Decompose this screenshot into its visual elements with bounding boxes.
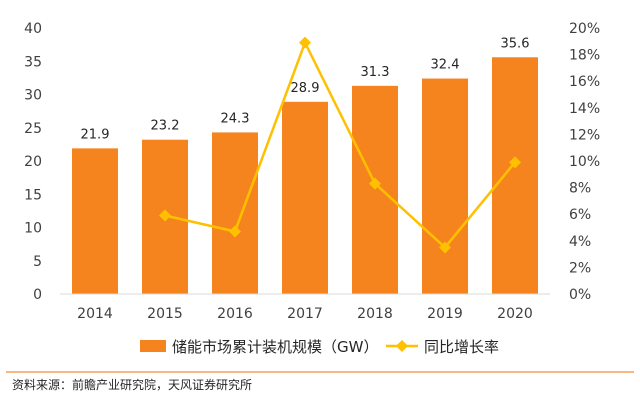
y-left-tick-label: 30 — [24, 88, 42, 104]
y-right-tick-label: 0% — [569, 287, 591, 303]
legend-bar-swatch — [140, 340, 166, 352]
bar-2016 — [212, 132, 258, 294]
y-left-tick-label: 35 — [24, 54, 42, 70]
legend-line-label: 同比增长率 — [424, 338, 499, 356]
y-right-tick-label: 16% — [569, 74, 600, 90]
bar-value-label-2014: 21.9 — [81, 127, 110, 142]
y-right-tick-label: 14% — [569, 101, 600, 117]
y-right-tick-label: 6% — [569, 207, 591, 223]
x-tick-label-2019: 2019 — [427, 306, 463, 322]
y-right-tick-label: 20% — [569, 21, 600, 37]
bars-layer — [72, 57, 538, 295]
bar-value-label-2015: 23.2 — [151, 119, 180, 134]
legend-bar-label: 储能市场累计装机规模（GW） — [172, 338, 378, 356]
bar-2014 — [72, 148, 118, 294]
y-left-tick-label: 20 — [24, 154, 42, 170]
y-right-tick-label: 2% — [569, 260, 591, 276]
y-right-tick-label: 18% — [569, 48, 600, 64]
growth-rate-line — [164, 41, 516, 249]
y-left-tick-label: 40 — [24, 21, 42, 37]
y-left-tick-label: 25 — [24, 121, 42, 137]
x-tick-label-2017: 2017 — [287, 306, 323, 322]
y-left-tick-label: 5 — [33, 254, 42, 270]
y-left-tick-label: 15 — [24, 187, 42, 203]
y-right-tick-label: 8% — [569, 181, 591, 197]
bar-value-label-2020: 35.6 — [501, 36, 530, 51]
y-left-tick-label: 10 — [24, 221, 42, 237]
bar-labels-layer: 21.9 23.2 24.3 28.9 31.3 32.4 35.6 — [81, 36, 530, 142]
bar-value-label-2018: 31.3 — [361, 65, 390, 80]
growth-rate-point-2019 — [439, 241, 451, 254]
bar-value-label-2017: 28.9 — [291, 81, 320, 96]
growth-rate-point-2020 — [509, 156, 521, 169]
x-tick-label-2020: 2020 — [497, 306, 533, 322]
bar-2019 — [422, 78, 468, 294]
legend: 储能市场累计装机规模（GW） 同比增长率 — [140, 338, 499, 356]
source-note: 资料来源：前瞻产业研究院，天风证券研究所 — [12, 377, 252, 392]
y-right-tick-label: 4% — [569, 234, 591, 250]
x-tick-label-2018: 2018 — [357, 306, 393, 322]
y-left-tick-label: 0 — [33, 287, 42, 303]
growth-rate-point-2016 — [229, 225, 241, 238]
bar-value-label-2016: 24.3 — [221, 111, 250, 126]
growth-rate-point-2017 — [299, 36, 311, 49]
y-right-tick-label: 10% — [569, 154, 600, 170]
line-layer — [159, 36, 521, 254]
bar-2020 — [492, 57, 538, 295]
bar-value-label-2019: 32.4 — [431, 58, 460, 73]
x-tick-label-2014: 2014 — [77, 306, 113, 322]
growth-rate-point-2018 — [369, 177, 381, 190]
x-tick-label-2015: 2015 — [147, 306, 183, 322]
bar-2017 — [282, 101, 328, 294]
bar-2018 — [352, 85, 398, 294]
x-tick-label-2016: 2016 — [217, 306, 253, 322]
axes-layer: 2014 2015 2016 2017 2018 2019 2020 0 5 10 15 20 25 30… — [24, 21, 600, 322]
y-right-tick-label: 12% — [569, 127, 600, 143]
legend-line-marker — [396, 340, 408, 352]
growth-rate-point-2015 — [159, 209, 171, 222]
